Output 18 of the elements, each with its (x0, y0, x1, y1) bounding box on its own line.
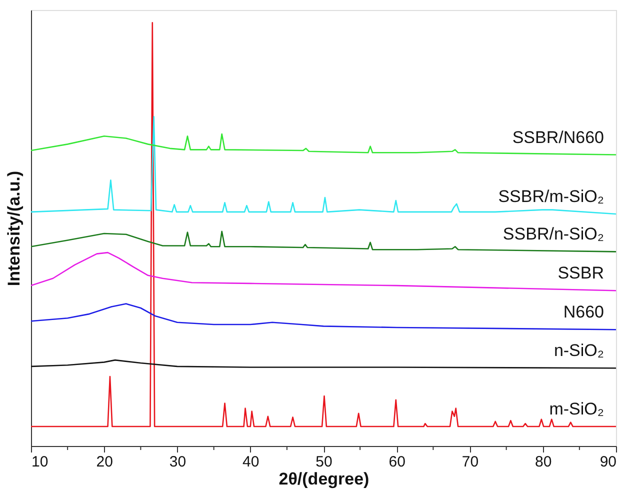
series-label: SSBR/N660 (512, 128, 604, 147)
series-label: N660 (563, 302, 604, 322)
x-tick-label: 10 (32, 454, 48, 470)
series-label: SSBR (558, 264, 604, 283)
series-label: n-SiO₂ (554, 341, 604, 360)
x-tick-label: 80 (535, 454, 552, 470)
y-axis-title: Intensity/(a.u.) (4, 170, 24, 286)
series-label: m-SiO₂ (549, 400, 604, 419)
x-tick-label: 70 (462, 454, 479, 470)
x-tick-label: 30 (169, 454, 186, 470)
series-label: SSBR/m-SiO₂ (498, 187, 604, 206)
x-axis-title: 2θ/(degree) (278, 470, 370, 488)
series-label: SSBR/n-SiO₂ (502, 224, 604, 244)
x-tick-label: 90 (600, 454, 616, 470)
x-tick-label: 40 (242, 454, 260, 470)
x-tick-label: 50 (316, 454, 332, 470)
x-tick-label: 20 (96, 454, 113, 470)
x-tick-label: 60 (388, 454, 406, 470)
